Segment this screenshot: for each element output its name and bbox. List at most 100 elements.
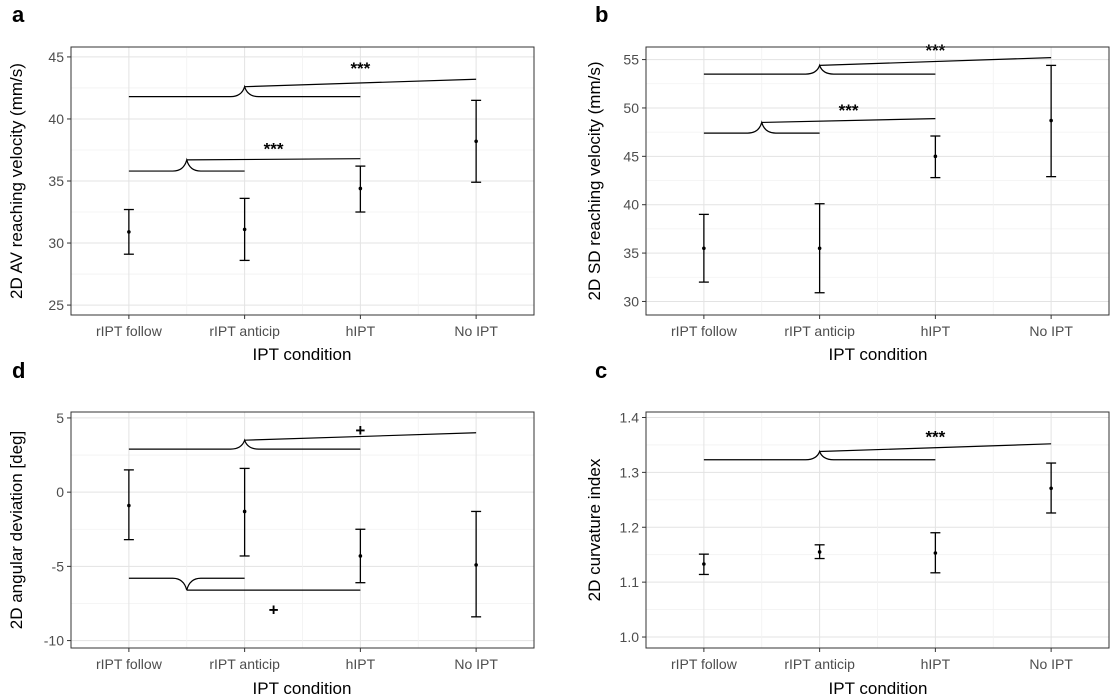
- plot-frame-c: [645, 411, 1110, 649]
- comparison-line: [819, 443, 1052, 453]
- x-tick-label: rIPT follow: [671, 323, 738, 339]
- panel-d: d ++ -10-505 rIPT follow rIPT anticip hIPT…: [7, 358, 535, 698]
- x-axis-title-d: IPT condition: [253, 679, 352, 698]
- y-tick-label: 30: [623, 293, 639, 309]
- marks-d: ++: [123, 421, 482, 619]
- x-tick-label: rIPT follow: [96, 656, 163, 672]
- y-tick-label: 40: [48, 111, 64, 127]
- y-tick-labels-a: 25 30 35 40 45: [48, 49, 71, 313]
- panel-letter-a: a: [12, 2, 25, 27]
- x-tick-label: hIPT: [921, 323, 951, 339]
- y-tick-label: 30: [48, 235, 64, 251]
- comparison-line: [761, 117, 936, 124]
- mean-point: [933, 154, 938, 159]
- x-tick-label: rIPT anticip: [209, 323, 280, 339]
- mean-point: [127, 503, 131, 508]
- plot-frame-b: [645, 46, 1110, 316]
- significance-label: ***: [350, 59, 370, 78]
- significance-label: +: [269, 600, 279, 619]
- x-tick-labels-b: rIPT follow rIPT anticip hIPT No IPT: [671, 315, 1073, 339]
- x-tick-label: No IPT: [1029, 656, 1073, 672]
- y-tick-label: 45: [48, 49, 64, 65]
- y-tick-label: 35: [623, 245, 639, 261]
- mean-point: [358, 554, 363, 558]
- y-tick-label: 45: [623, 148, 639, 164]
- mean-point: [702, 246, 706, 251]
- x-tick-label: hIPT: [346, 656, 376, 672]
- x-tick-label: No IPT: [454, 656, 498, 672]
- x-axis-title-c: IPT condition: [829, 679, 928, 698]
- x-tick-label: No IPT: [454, 323, 498, 339]
- marks-a: *** ***: [123, 59, 482, 262]
- mean-point: [474, 139, 478, 144]
- x-tick-label: hIPT: [921, 656, 951, 672]
- y-tick-label: 0: [56, 484, 64, 500]
- group-brace: [703, 120, 820, 134]
- y-axis-title-d: 2D angular deviation [deg]: [7, 431, 26, 629]
- x-tick-labels-c: rIPT follow rIPT anticip hIPT No IPT: [671, 648, 1073, 672]
- grid-d: [71, 412, 534, 648]
- mean-point: [817, 246, 822, 251]
- mean-point: [817, 550, 822, 554]
- y-tick-labels-c: 1.0 1.1 1.2 1.3 1.4: [620, 409, 646, 645]
- mean-point: [474, 563, 478, 567]
- x-tick-labels-a: rIPT follow rIPT anticip hIPT No IPT: [96, 315, 498, 339]
- comparison-line: [244, 432, 477, 441]
- y-axis-title-c: 2D curvature index: [585, 458, 604, 601]
- grid-b: [646, 47, 1109, 315]
- x-tick-label: rIPT anticip: [209, 656, 280, 672]
- significance-label: ***: [925, 41, 945, 60]
- significance-label: ***: [925, 428, 945, 447]
- panel-letter-c: c: [595, 358, 607, 383]
- significance-label: +: [355, 421, 365, 440]
- marks-b: *** ***: [698, 41, 1057, 294]
- panel-letter-d: d: [12, 358, 25, 383]
- mean-point: [1049, 118, 1053, 123]
- y-tick-label: -10: [44, 633, 64, 649]
- y-tick-labels-b: 30 35 40 45 50 55: [623, 52, 646, 309]
- y-tick-label: 5: [56, 410, 64, 426]
- significance-label: ***: [264, 140, 284, 159]
- mean-point: [242, 227, 247, 232]
- significance-label: ***: [839, 101, 859, 120]
- mean-point: [702, 562, 706, 566]
- mean-point: [1049, 486, 1053, 491]
- comparison-line: [186, 158, 361, 161]
- panel-a: a *** *** 25 30 35 40 45 rIPT follow rIPT anti…: [7, 2, 535, 364]
- x-tick-label: rIPT follow: [671, 656, 738, 672]
- y-tick-label: 40: [623, 197, 639, 213]
- x-tick-label: rIPT follow: [96, 323, 163, 339]
- mean-point: [358, 186, 363, 191]
- x-axis-title-b: IPT condition: [829, 345, 928, 364]
- marks-c: ***: [698, 428, 1057, 576]
- y-tick-label: 1.3: [620, 464, 640, 480]
- grid-c: [646, 412, 1109, 648]
- y-axis-title-a: 2D AV reaching velocity (mm/s): [7, 63, 26, 299]
- x-tick-label: hIPT: [346, 323, 376, 339]
- grid-a: [71, 47, 534, 315]
- y-tick-label: 55: [623, 52, 639, 68]
- y-tick-label: 1.2: [620, 519, 640, 535]
- y-tick-label: 1.1: [620, 574, 640, 590]
- mean-point: [242, 509, 247, 514]
- x-tick-label: rIPT anticip: [784, 656, 855, 672]
- plot-frame-d: [70, 411, 535, 649]
- x-tick-label: rIPT anticip: [784, 323, 855, 339]
- comparison-line: [819, 57, 1052, 66]
- y-tick-label: 25: [48, 297, 64, 313]
- y-tick-label: 1.0: [620, 629, 640, 645]
- x-tick-label: No IPT: [1029, 323, 1073, 339]
- group-brace: [703, 63, 936, 75]
- panel-b: b *** *** 30 35 40 45 50 55 rIPT follow rIPT an…: [585, 2, 1110, 364]
- comparison-line: [244, 78, 477, 88]
- x-tick-labels-d: rIPT follow rIPT anticip hIPT No IPT: [96, 648, 498, 672]
- y-tick-label: -5: [52, 558, 65, 574]
- y-tick-labels-d: -10 -5 0 5: [44, 410, 71, 649]
- mean-point: [933, 551, 938, 555]
- panel-letter-b: b: [595, 2, 608, 27]
- x-axis-title-a: IPT condition: [253, 345, 352, 364]
- panel-c: c *** 1.0 1.1 1.2 1.3 1.4 rIPT follow rIPT an…: [585, 358, 1110, 698]
- mean-point: [127, 230, 131, 234]
- y-tick-label: 1.4: [620, 409, 640, 425]
